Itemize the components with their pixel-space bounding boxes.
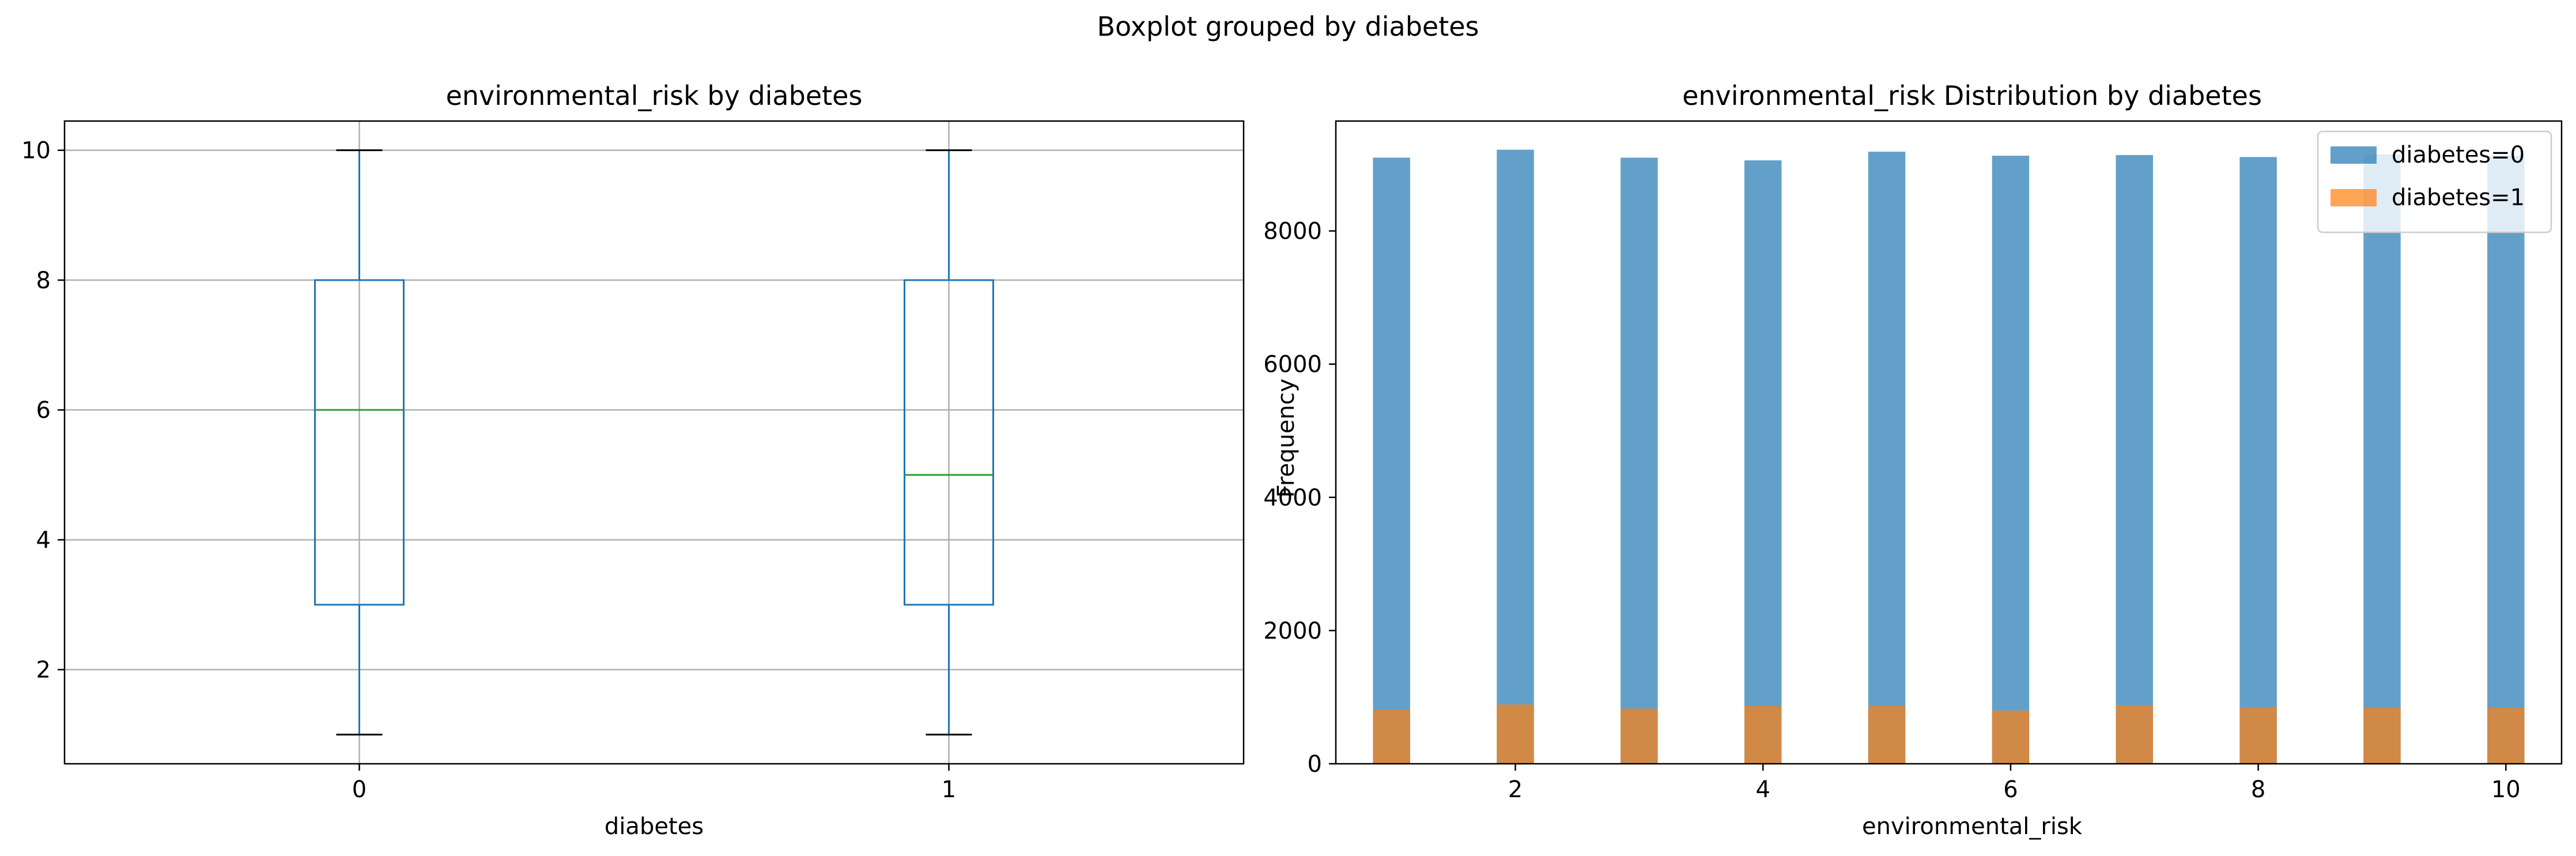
bar (1621, 708, 1658, 764)
figure-suptitle: Boxplot grouped by diabetes (1097, 11, 1479, 42)
bar (2363, 707, 2401, 764)
box-item (314, 149, 405, 736)
histogram-x-tick-label: 4 (1756, 776, 1770, 803)
bar (1497, 704, 1534, 764)
bar (1621, 157, 1658, 764)
histogram-y-tick-label: 6000 (1263, 352, 1322, 378)
histogram-x-tick-label: 10 (2491, 776, 2521, 803)
bar (2239, 707, 2277, 764)
boxplot-frame (63, 120, 1245, 765)
bar (1868, 706, 1906, 764)
bar (2363, 154, 2401, 764)
histogram-frame (1335, 120, 2563, 765)
histogram-bars (1373, 149, 2525, 764)
legend-label: diabetes=0 (2392, 142, 2525, 168)
histogram-legend: diabetes=0 diabetes=1 (2317, 130, 2552, 233)
histogram-y-tick-label: 0 (1308, 751, 1322, 778)
boxplot-x-tick-label: 0 (352, 776, 367, 803)
histogram-panel: environmental_risk Distribution by diabe… (1263, 80, 2563, 840)
histogram-title: environmental_risk Distribution by diabe… (1682, 80, 2262, 111)
bar (2487, 156, 2525, 764)
bar (1992, 710, 2030, 764)
boxplot-y-tick-label: 6 (36, 397, 51, 424)
bar (1744, 706, 1782, 764)
box-item (904, 149, 994, 736)
bar (2116, 705, 2153, 764)
histogram-x-tick-label: 2 (1508, 776, 1523, 803)
histogram-axes: 0 2000 4000 6000 8000 2 4 6 8 10 (1263, 120, 2563, 803)
boxplot-y-tick-label: 2 (36, 657, 51, 684)
legend-swatch (2331, 146, 2377, 164)
bar (1992, 156, 2030, 764)
histogram-x-tick-label: 6 (2003, 776, 2018, 803)
bar (1744, 160, 1782, 764)
boxplot-title: environmental_risk by diabetes (446, 80, 863, 111)
bar-series (1373, 149, 2525, 764)
histogram-y-axis-label: Frequency (1273, 379, 1300, 498)
bar (2116, 154, 2153, 764)
bar (1868, 152, 1906, 764)
box-body (314, 279, 405, 606)
boxplot-x-tick-label: 1 (942, 776, 956, 803)
boxplot-y-tick-label: 10 (21, 138, 51, 164)
boxplot-boxes (314, 149, 994, 736)
boxplot-x-axis-label: diabetes (605, 813, 704, 840)
histogram-y-tick-label: 4000 (1263, 485, 1322, 511)
legend-swatch (2331, 189, 2377, 206)
legend-label: diabetes=1 (2392, 184, 2525, 211)
box-body (904, 279, 994, 606)
bar (2239, 157, 2277, 764)
histogram-x-tick-label: 8 (2251, 776, 2265, 803)
boxplot-y-tick-label: 8 (36, 267, 51, 294)
boxplot-y-tick-label: 4 (36, 527, 51, 553)
histogram-y-tick-label: 2000 (1263, 618, 1322, 644)
bar (1373, 710, 1410, 764)
histogram-x-axis-label: environmental_risk (1862, 813, 2083, 840)
bar (2487, 707, 2525, 764)
bar-series (1373, 704, 2525, 764)
boxplot-gridlines (65, 121, 1244, 764)
boxplot-axes: 2 4 6 8 10 0 1 (21, 120, 1245, 803)
bar (1497, 149, 1534, 764)
bar (1373, 157, 1410, 764)
histogram-y-tick-label: 8000 (1263, 218, 1322, 245)
